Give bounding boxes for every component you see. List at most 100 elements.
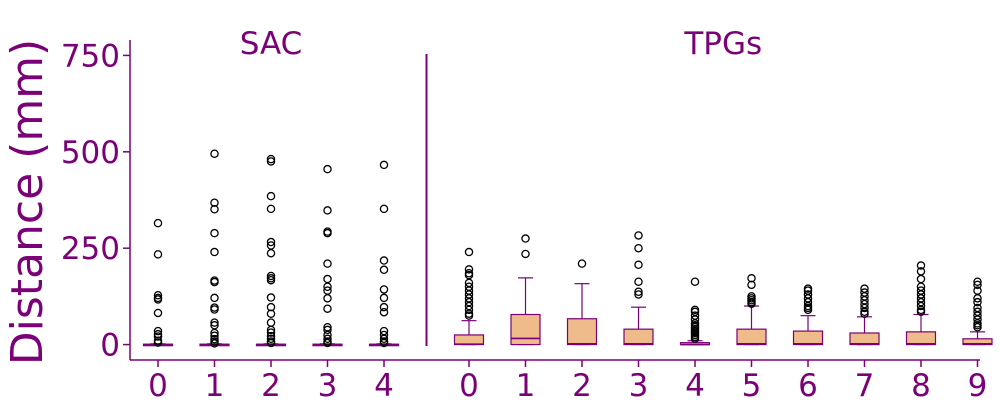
box-group xyxy=(510,234,541,346)
outlier-point xyxy=(747,280,756,290)
outlier-point xyxy=(210,149,219,158)
outlier-point xyxy=(210,305,219,314)
x-tick-label: 7 xyxy=(855,368,875,400)
iqr-box xyxy=(736,328,767,346)
x-tick-label: 0 xyxy=(459,368,479,400)
outlier-point xyxy=(323,206,332,215)
outlier-point xyxy=(266,204,276,214)
group-title-0: SAC xyxy=(240,26,303,62)
x-tick-label: 3 xyxy=(629,368,649,400)
outlier-point xyxy=(153,326,163,336)
iqr-box xyxy=(849,332,880,346)
outlier-point xyxy=(634,260,643,270)
box-group xyxy=(199,149,230,348)
outlier-point xyxy=(266,275,276,285)
outlier-point xyxy=(153,250,163,259)
box-group xyxy=(623,231,654,346)
x-tick-label: 3 xyxy=(318,368,338,400)
outlier-point xyxy=(153,308,163,318)
outlier-point xyxy=(577,259,587,268)
plot-area xyxy=(142,149,993,348)
box-group xyxy=(792,284,824,346)
iqr-box xyxy=(566,318,598,346)
outlier-point xyxy=(464,247,474,257)
x-tick-label: 4 xyxy=(374,368,394,400)
outlier-point xyxy=(379,302,389,312)
iqr-box xyxy=(623,328,654,346)
outlier-point xyxy=(323,228,332,238)
outlier-point xyxy=(210,334,219,344)
outlier-point xyxy=(634,287,643,297)
box-group xyxy=(905,261,937,346)
outlier-point xyxy=(266,325,276,335)
outlier-point xyxy=(916,307,926,317)
iqr-box xyxy=(510,313,541,346)
outlier-point xyxy=(379,204,389,214)
outlier-point xyxy=(266,237,276,247)
outlier-point xyxy=(747,299,756,308)
outlier-point xyxy=(323,325,332,335)
outlier-point xyxy=(464,265,474,274)
outlier-point xyxy=(464,305,474,315)
outlier-point xyxy=(266,309,276,318)
outlier-point xyxy=(860,303,869,313)
outlier-point xyxy=(803,305,813,315)
outlier-point xyxy=(266,293,276,302)
outlier-point xyxy=(210,328,219,338)
outlier-point xyxy=(323,282,332,291)
x-tick-label: 4 xyxy=(685,368,705,400)
x-tick-label: 2 xyxy=(572,368,592,400)
outlier-point xyxy=(323,164,332,174)
outlier-point xyxy=(323,334,332,344)
box-group xyxy=(679,277,711,346)
outlier-point xyxy=(210,247,219,257)
outlier-point xyxy=(916,274,926,284)
outlier-point xyxy=(634,277,643,286)
outlier-point xyxy=(464,311,474,320)
box-group xyxy=(566,259,598,346)
outlier-point xyxy=(210,205,219,214)
outlier-point xyxy=(266,154,276,164)
outlier-point xyxy=(379,334,389,344)
outlier-point xyxy=(323,304,332,313)
outlier-point xyxy=(973,277,982,286)
outlier-point xyxy=(379,307,389,317)
outlier-point xyxy=(379,338,389,348)
x-tick-label: 5 xyxy=(742,368,762,400)
outlier-point xyxy=(973,280,982,290)
outlier-point xyxy=(153,290,163,300)
box-group xyxy=(142,218,174,347)
x-tick-label: 8 xyxy=(911,368,931,400)
outlier-point xyxy=(973,297,982,307)
box-group xyxy=(849,284,880,346)
box-group xyxy=(312,164,343,348)
outlier-point xyxy=(266,328,276,337)
outlier-point xyxy=(690,277,700,286)
outlier-point xyxy=(210,228,219,238)
box-group xyxy=(255,154,287,348)
outlier-point xyxy=(916,261,926,270)
outlier-point xyxy=(379,265,389,275)
x-tick-label: 2 xyxy=(261,368,281,400)
y-axis-ticks: 0 250 500 750 xyxy=(61,38,130,364)
box-group xyxy=(736,274,767,346)
outlier-point xyxy=(266,271,276,281)
outlier-point xyxy=(634,231,643,240)
outlier-point xyxy=(973,294,982,303)
outlier-point xyxy=(323,338,332,348)
x-tick-label: 1 xyxy=(516,368,536,400)
outlier-point xyxy=(521,234,530,243)
y-tick-label: 250 xyxy=(61,231,120,267)
outlier-point xyxy=(323,274,332,284)
outlier-point xyxy=(860,309,869,318)
y-tick-label: 0 xyxy=(100,328,120,364)
outlier-point xyxy=(379,293,389,303)
x-tick-label: 6 xyxy=(798,368,818,400)
outlier-point xyxy=(379,256,389,265)
outlier-point xyxy=(210,339,219,348)
outlier-point xyxy=(690,334,700,344)
iqr-box xyxy=(905,331,937,346)
outlier-point xyxy=(153,218,163,228)
box-group xyxy=(962,277,993,346)
